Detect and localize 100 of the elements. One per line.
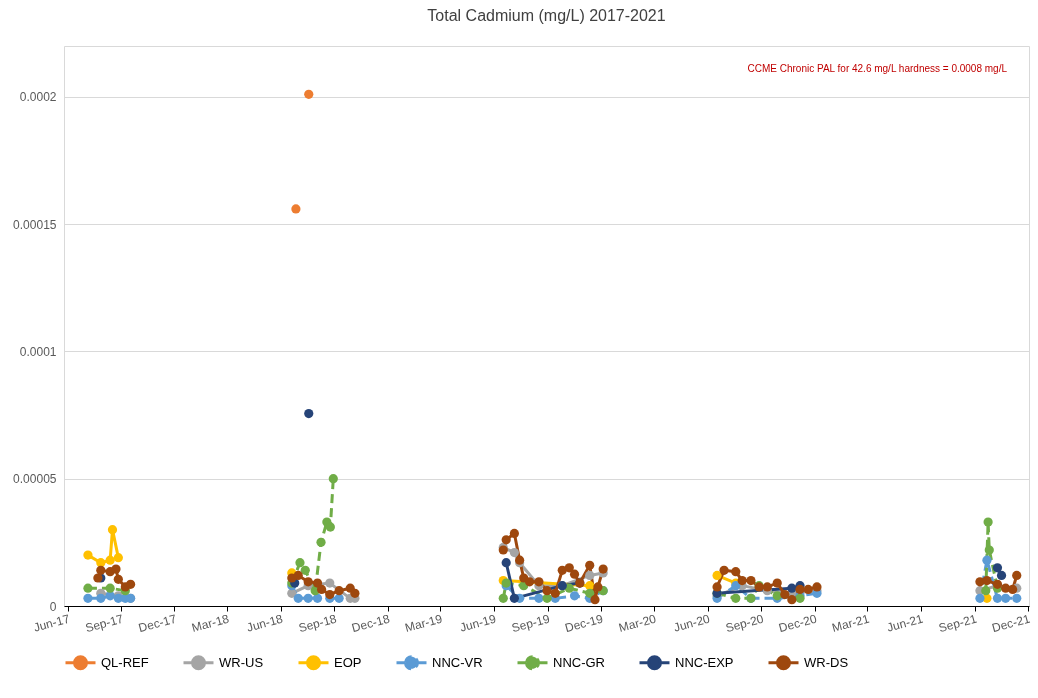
point xyxy=(983,517,993,527)
point xyxy=(737,575,747,586)
x-tick-label: Sep-20 xyxy=(724,611,766,636)
point xyxy=(598,564,608,574)
point xyxy=(334,593,344,603)
point xyxy=(83,550,93,560)
point xyxy=(996,570,1007,581)
point xyxy=(105,583,115,593)
legend-label: NNC-VR xyxy=(432,654,483,670)
point xyxy=(316,537,326,547)
x-tick-label: Dec-18 xyxy=(350,611,392,636)
x-tick-label: Mar-18 xyxy=(190,611,231,635)
legend-label: WR-DS xyxy=(804,654,849,670)
chart-title: Total Cadmium (mg/L) 2017-2021 xyxy=(427,7,666,24)
y-tick-label: 0.00005 xyxy=(13,472,57,487)
point xyxy=(105,555,115,565)
legend-label: NNC-EXP xyxy=(675,654,734,670)
point xyxy=(328,474,338,484)
point xyxy=(795,584,805,595)
point xyxy=(334,586,344,596)
x-tick-label: Jun-18 xyxy=(245,611,285,635)
x-tick-label: Jun-21 xyxy=(885,611,925,635)
point xyxy=(293,593,303,603)
point xyxy=(992,593,1003,603)
point xyxy=(325,578,335,588)
point xyxy=(569,591,580,601)
point xyxy=(304,89,314,99)
point xyxy=(982,555,992,565)
x-tick-label: Dec-19 xyxy=(563,611,605,636)
point xyxy=(712,570,722,581)
point xyxy=(585,588,595,598)
x-tick-label: Mar-20 xyxy=(617,611,658,635)
point xyxy=(509,528,519,539)
point xyxy=(550,588,560,598)
point xyxy=(501,558,511,568)
x-tick-label: Jun-20 xyxy=(672,611,712,635)
point xyxy=(524,577,535,587)
x-tick-label: Dec-17 xyxy=(137,611,179,636)
point xyxy=(1012,570,1022,581)
point xyxy=(772,578,782,588)
point xyxy=(291,204,301,214)
point xyxy=(762,582,772,592)
point xyxy=(975,593,985,603)
x-tick-label: Mar-19 xyxy=(403,611,445,635)
point xyxy=(501,535,511,545)
point xyxy=(984,545,994,555)
x-tick-label: Sep-21 xyxy=(937,611,979,636)
point xyxy=(542,593,552,603)
point xyxy=(304,408,314,419)
point xyxy=(1008,584,1018,595)
point xyxy=(293,570,303,581)
y-tick-label: 0.0001 xyxy=(19,344,57,359)
point xyxy=(1001,593,1011,603)
point xyxy=(585,570,595,581)
point xyxy=(803,584,813,595)
point xyxy=(312,593,323,603)
point xyxy=(542,586,552,596)
point xyxy=(746,575,756,586)
legend-label: NNC-GR xyxy=(553,654,605,670)
point xyxy=(96,593,106,603)
point xyxy=(585,560,595,570)
point xyxy=(787,595,797,605)
point xyxy=(113,553,123,563)
point xyxy=(534,593,544,603)
point xyxy=(509,547,519,558)
y-tick-label: 0.00015 xyxy=(13,217,57,232)
point xyxy=(719,565,729,575)
point xyxy=(96,558,106,568)
y-tick-label: 0 xyxy=(49,599,57,614)
point xyxy=(83,593,93,603)
point xyxy=(325,589,335,600)
point xyxy=(564,563,574,573)
point xyxy=(992,563,1003,573)
x-tick-label: Sep-18 xyxy=(297,611,339,636)
point xyxy=(557,565,567,575)
point xyxy=(509,593,519,603)
point xyxy=(780,589,790,600)
x-tick-label: Dec-21 xyxy=(990,611,1032,636)
x-tick-label: Jun-17 xyxy=(32,611,72,635)
legend-label: WR-US xyxy=(219,654,264,670)
point xyxy=(113,574,123,584)
legend-label: EOP xyxy=(334,654,362,670)
point xyxy=(731,593,741,603)
point xyxy=(83,583,93,593)
point xyxy=(125,579,136,589)
annotation: CCME Chronic PAL for 42.6 mg/L hardness = 0.0008 mg/L xyxy=(747,63,1008,74)
point xyxy=(317,584,327,595)
point xyxy=(787,583,797,593)
point xyxy=(303,577,313,587)
point xyxy=(1012,593,1022,603)
x-tick-label: Mar-21 xyxy=(830,611,872,635)
point xyxy=(590,595,600,605)
point xyxy=(295,558,305,568)
point xyxy=(812,582,822,592)
point xyxy=(303,593,313,603)
legend-label: QL-REF xyxy=(101,654,149,670)
point xyxy=(712,582,722,592)
x-tick-label: Sep-19 xyxy=(510,611,552,636)
point xyxy=(569,569,580,579)
point xyxy=(107,525,118,535)
